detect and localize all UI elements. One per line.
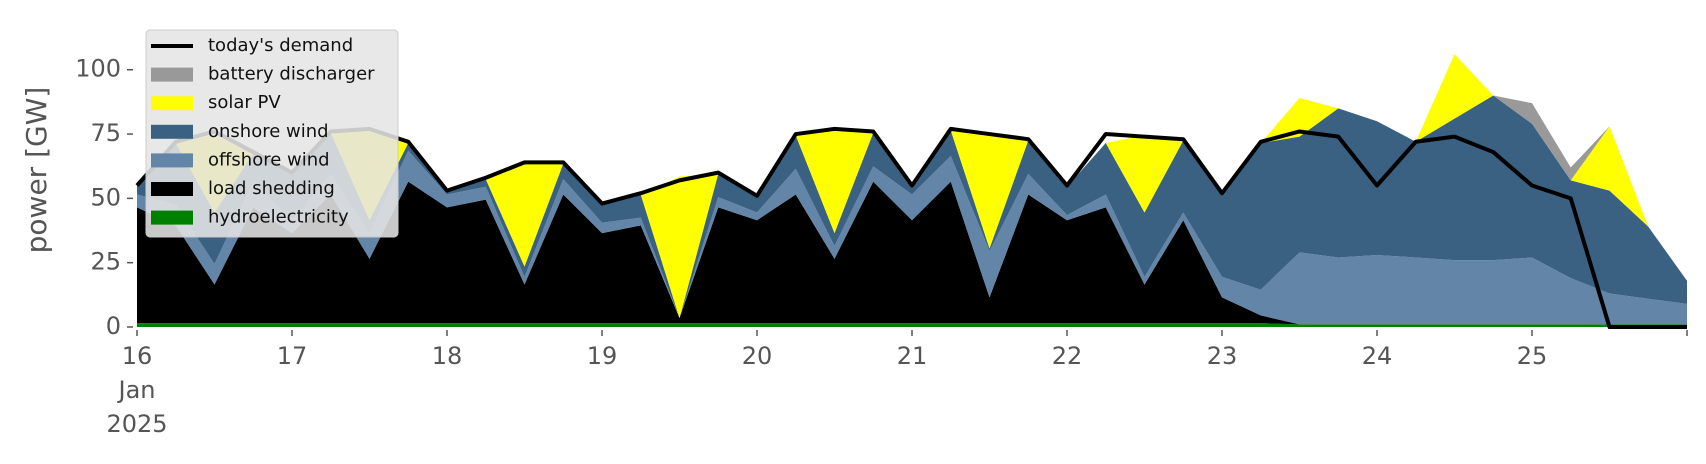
x-tick-label: 18 (432, 342, 463, 370)
y-tick-label: 75 (90, 119, 121, 147)
area (137, 54, 1687, 318)
area (137, 323, 1687, 327)
x-tick-label: 20 (742, 342, 773, 370)
x-tick-label: 25 (1517, 342, 1548, 370)
x-tick-label: 22 (1052, 342, 1083, 370)
legend-label: load shedding (208, 178, 335, 199)
y-axis-label: power [GW] (20, 87, 53, 254)
legend-label: onshore wind (208, 121, 329, 142)
y-tick-label: 25 (90, 248, 121, 276)
x-tick-label: 23 (1207, 342, 1238, 370)
legend-swatch (151, 96, 193, 111)
legend-swatch (151, 153, 193, 168)
x-tick-label: 16 Jan 2025 (106, 342, 167, 438)
area (137, 150, 1687, 325)
x-tick-label: 17 (277, 342, 308, 370)
legend-label: today's demand (208, 35, 353, 56)
legend-label: hydroelectricity (208, 207, 349, 228)
area (137, 181, 1687, 325)
legend-box (145, 29, 399, 238)
legend-swatch (151, 67, 193, 82)
legend-label: solar PV (208, 92, 281, 113)
x-tick-label: 19 (587, 342, 618, 370)
y-tick-label: 0 (106, 312, 121, 340)
y-tick-label: 100 (75, 55, 121, 83)
legend-swatch (151, 182, 193, 196)
legend-label: battery discharger (208, 64, 375, 85)
legend-label: offshore wind (208, 149, 330, 170)
legend-swatch (151, 210, 193, 225)
area (137, 95, 1687, 318)
x-tick-label: 24 (1362, 342, 1393, 370)
legend-swatch (151, 124, 193, 139)
x-tick-label: 21 (897, 342, 928, 370)
legend: today's demand battery discharger solar PV… (145, 29, 399, 238)
y-tick-label: 50 (90, 183, 121, 211)
